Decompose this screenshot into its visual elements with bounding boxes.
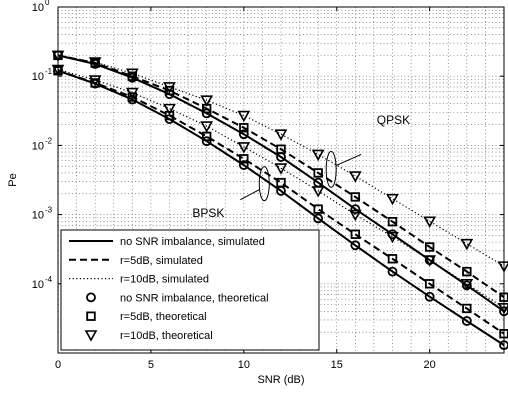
y-tick-exponent: -2: [45, 136, 53, 145]
data-point-square: [313, 168, 323, 178]
data-point-triangle: [125, 87, 139, 100]
plot-frame: [57, 6, 505, 354]
qpsk-label: QPSK: [377, 113, 410, 127]
series-layer: [51, 50, 508, 351]
series-11: [51, 50, 508, 273]
y-tick-exponent: -1: [45, 67, 53, 76]
data-point-triangle: [348, 209, 362, 222]
data-point-triangle: [311, 149, 325, 162]
legend-label: r=5dB, simulated: [120, 255, 203, 267]
data-point-triangle: [125, 68, 139, 80]
y-tick-label: 10: [32, 2, 44, 14]
data-point-circle: [238, 160, 249, 170]
data-point-circle: [350, 204, 361, 215]
data-point-square: [127, 71, 138, 81]
y-axis-label: Pe: [7, 173, 19, 186]
series-line: [57, 54, 505, 299]
legend-label: no SNR imbalance, theoretical: [120, 292, 269, 304]
data-point-square: [462, 266, 472, 277]
data-point-triangle: [88, 75, 102, 87]
data-point-square: [424, 242, 435, 252]
data-point-square: [239, 123, 249, 133]
data-point-circle: [424, 291, 435, 302]
legend-label: no SNR imbalance, simulated: [120, 236, 265, 248]
data-point-square: [462, 303, 472, 314]
data-point-square: [164, 85, 175, 96]
data-point-circle: [313, 213, 324, 224]
data-point-circle: [201, 136, 212, 147]
data-point-circle: [424, 255, 435, 266]
data-point-circle: [350, 240, 361, 251]
bpsk-pointer: [240, 189, 260, 201]
data-point-circle: [238, 129, 249, 140]
data-point-triangle: [274, 163, 288, 175]
data-point-square: [276, 144, 286, 154]
x-tick-label: 0: [55, 359, 61, 371]
data-point-triangle: [237, 110, 251, 123]
qpsk-pointer: [335, 153, 362, 166]
legend: no SNR imbalance, simulated r=5dB, simula…: [60, 229, 320, 351]
series-line: [57, 69, 505, 346]
y-tick-label: 10: [32, 210, 44, 222]
data-point-triangle: [460, 238, 474, 251]
data-point-circle: [201, 108, 212, 119]
data-point-triangle: [386, 193, 399, 206]
data-point-square: [387, 216, 398, 227]
data-point-triangle: [88, 57, 102, 69]
legend-swatch-triangle: [84, 330, 98, 342]
x-tick-label: 20: [424, 359, 436, 371]
bpsk-label: BPSK: [192, 206, 224, 220]
y-tick-exponent: 0: [45, 0, 50, 7]
data-point-triangle: [200, 95, 214, 107]
data-point-square: [164, 110, 175, 121]
legend-swatch-square: [86, 311, 96, 321]
bpsk-ellipse: [258, 166, 270, 202]
y-tick-label: 10: [32, 279, 44, 291]
x-tick-label: 5: [148, 359, 154, 371]
x-tick-label: 15: [331, 359, 343, 371]
data-point-triangle: [237, 142, 251, 154]
legend-label: r=10dB, simulated: [120, 274, 209, 286]
data-point-triangle: [163, 82, 176, 94]
series-0: [57, 69, 505, 346]
data-point-triangle: [423, 216, 437, 228]
series-7: [57, 54, 505, 299]
data-point-square: [313, 204, 323, 214]
data-point-square: [90, 78, 100, 88]
legend-label: r=10dB, theoretical: [120, 330, 213, 342]
legend-label: r=5dB, theoretical: [120, 311, 207, 323]
y-tick-label: 10: [32, 71, 44, 83]
data-point-triangle: [348, 171, 362, 183]
data-point-square: [350, 192, 361, 202]
data-point-circle: [387, 266, 398, 277]
data-point-square: [239, 154, 249, 164]
x-tick-label: 10: [238, 359, 250, 371]
data-point-circle: [387, 229, 398, 240]
y-tick-exponent: -4: [45, 275, 53, 284]
qpsk-ellipse: [325, 150, 337, 188]
legend-swatch-circle: [86, 292, 96, 303]
data-point-triangle: [163, 103, 176, 116]
y-tick-exponent: -3: [45, 206, 53, 215]
data-point-triangle: [200, 121, 214, 133]
legend-box: [60, 229, 320, 351]
data-point-square: [387, 254, 398, 264]
data-point-square: [127, 92, 138, 102]
data-point-circle: [461, 316, 472, 326]
data-point-square: [350, 229, 361, 239]
data-point-square: [424, 279, 435, 289]
data-point-circle: [461, 280, 472, 291]
y-tick-label: 10: [32, 140, 44, 152]
data-point-square: [276, 177, 286, 188]
x-axis-label: SNR (dB): [257, 374, 304, 386]
annotations: QPSK BPSK: [192, 113, 410, 220]
data-point-triangle: [274, 129, 288, 141]
data-point-circle: [313, 177, 324, 188]
